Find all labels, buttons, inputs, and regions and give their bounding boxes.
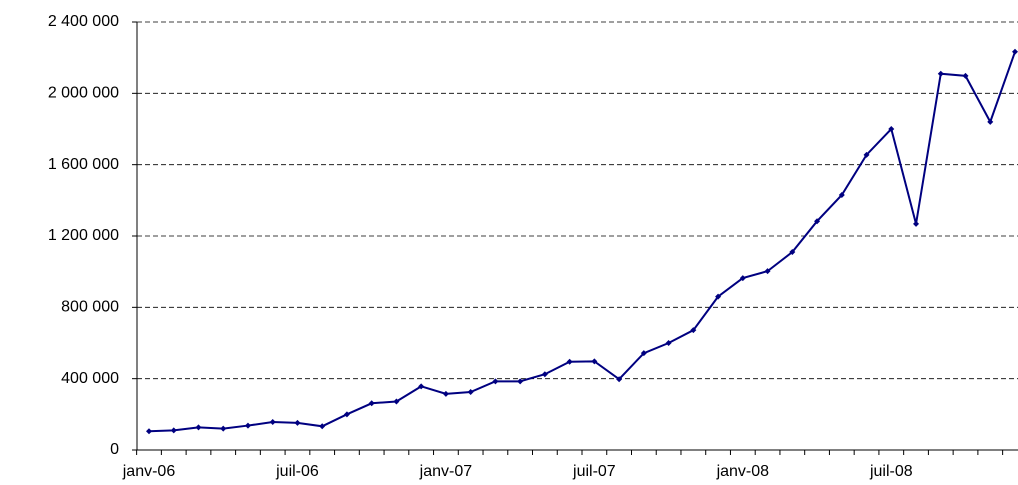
y-tick-label: 0 [110, 441, 119, 458]
point [146, 428, 152, 435]
x-tick-label: juil-06 [275, 463, 319, 480]
y-tick-label: 400 000 [61, 370, 119, 387]
point [640, 350, 647, 357]
point [220, 425, 227, 432]
x-tick-label: janv-07 [419, 463, 473, 480]
y-tick-label: 1 600 000 [48, 156, 119, 173]
point [690, 327, 697, 334]
point [442, 390, 449, 397]
point [319, 423, 326, 430]
point [1012, 48, 1018, 55]
point [244, 422, 251, 429]
series-line [148, 51, 1016, 433]
point [492, 378, 499, 385]
point [566, 358, 573, 365]
point [863, 151, 870, 158]
y-tick-label: 2 400 000 [48, 13, 119, 30]
point [888, 126, 895, 132]
x-tick-label: janv-08 [716, 463, 770, 480]
point [987, 118, 994, 125]
point [814, 218, 821, 225]
point [937, 70, 944, 77]
point [368, 400, 375, 407]
point [418, 383, 425, 390]
point [269, 419, 276, 426]
point [467, 389, 474, 396]
point [764, 268, 771, 275]
point [913, 220, 920, 227]
y-tick-label: 800 000 [61, 299, 119, 316]
y-tick-label: 2 000 000 [48, 85, 119, 102]
point [616, 376, 623, 383]
point [962, 72, 969, 79]
x-tick-label: janv-06 [122, 463, 176, 480]
point [393, 398, 400, 405]
point [739, 275, 746, 282]
point [591, 358, 598, 365]
point [665, 340, 672, 346]
point [517, 378, 524, 385]
point [838, 191, 845, 198]
y-tick-label: 1 200 000 [48, 227, 119, 244]
point [715, 293, 722, 300]
point [541, 371, 548, 378]
point [195, 424, 202, 431]
point [789, 249, 796, 256]
x-tick-label: juil-07 [572, 463, 616, 480]
x-tick-label: juil-08 [869, 463, 913, 480]
point [170, 427, 177, 434]
point [294, 419, 301, 426]
point [343, 411, 350, 418]
